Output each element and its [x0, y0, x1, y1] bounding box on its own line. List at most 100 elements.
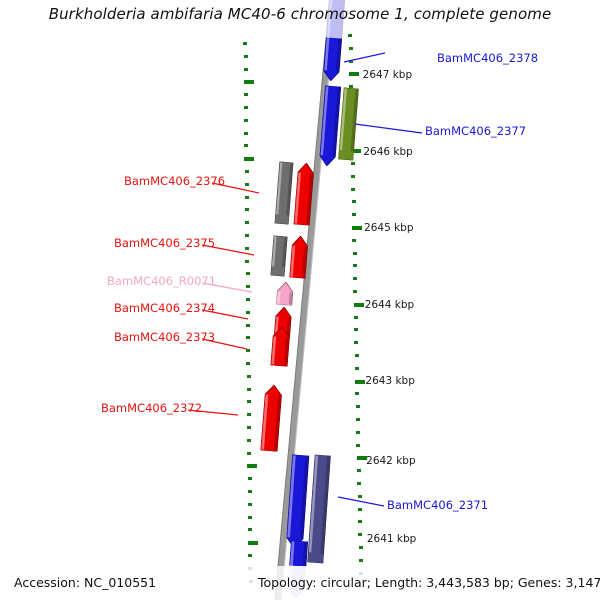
scale-label: 2642 kbp	[366, 455, 416, 467]
scale-tick-minor	[245, 260, 249, 263]
gene-shape	[319, 85, 342, 167]
gene-glyph[interactable]	[289, 235, 309, 279]
feature-label-bammc406_2376[interactable]: BamMC406_2376	[124, 174, 226, 188]
gene-shape	[274, 161, 294, 225]
scale-tick-minor	[245, 183, 249, 186]
scale-tick-major	[244, 157, 254, 161]
scale-label: 2641 kbp	[366, 533, 417, 545]
domain-bar[interactable]	[338, 87, 359, 161]
scale-tick-minor	[245, 247, 249, 250]
gene-glyph[interactable]	[270, 326, 291, 367]
leader-line	[354, 123, 423, 134]
feature-label-bammc406_2374[interactable]: BamMC406_2374	[114, 301, 216, 315]
gene-shape	[289, 235, 309, 279]
scale-tick-minor	[351, 175, 355, 178]
accession-text: Accession: NC_010551	[14, 575, 157, 590]
scale-tick-minor	[243, 42, 247, 45]
scale-tick-minor	[244, 93, 248, 96]
gene-shape	[276, 281, 294, 306]
scale-label: 2645 kbp	[364, 222, 414, 234]
scale-tick-minor	[244, 119, 248, 122]
scale-tick-minor	[355, 354, 359, 357]
scale-tick-minor	[358, 520, 362, 523]
scale-tick-minor	[247, 400, 251, 403]
gene-shape	[338, 87, 359, 161]
feature-label-bammc406_2378[interactable]: BamMC406_2378	[437, 51, 539, 65]
scale-tick-minor	[353, 252, 357, 255]
scale-tick-minor	[245, 196, 249, 199]
scale-tick-minor	[246, 362, 250, 365]
domain-bar[interactable]	[307, 454, 331, 564]
scale-tick-minor	[244, 132, 248, 135]
scale-tick-minor	[354, 328, 358, 331]
gene-glyph[interactable]	[319, 85, 342, 167]
scale-tick-minor	[244, 144, 248, 147]
scale-label: 2647 kbp	[362, 69, 413, 81]
gene-shape	[260, 384, 283, 452]
scale-tick-major	[247, 464, 257, 468]
scale-tick-minor	[352, 213, 356, 216]
scale-tick-minor	[355, 392, 359, 395]
scale-tick-major	[248, 541, 258, 545]
scale-tick-minor	[245, 170, 249, 173]
scale-tick-minor	[356, 405, 360, 408]
scale-tick-minor	[351, 188, 355, 191]
gene-shape	[286, 454, 310, 549]
scale-tick-minor	[356, 444, 360, 447]
leader-line	[337, 496, 385, 507]
scale-tick-minor	[357, 469, 361, 472]
scale-tick-minor	[353, 290, 357, 293]
scale-tick-minor	[245, 234, 249, 237]
scale-tick-minor	[358, 508, 362, 511]
scale-tick-minor	[247, 439, 251, 442]
scale-tick-minor	[245, 221, 249, 224]
scale-tick-minor	[351, 162, 355, 165]
page-title: Burkholderia ambifaria MC40-6 chromosome…	[48, 5, 552, 23]
scale-tick-minor	[356, 418, 360, 421]
gene-glyph[interactable]	[293, 162, 315, 226]
scale-tick-minor	[244, 55, 248, 58]
feature-label-bammc406_2371[interactable]: BamMC406_2371	[387, 498, 489, 512]
scale-tick-minor	[246, 311, 250, 314]
scale-tick-minor	[358, 495, 362, 498]
gene-shape	[270, 326, 291, 367]
feature-label-bammc406_2377[interactable]: BamMC406_2377	[425, 124, 527, 138]
scale-tick-minor	[247, 452, 251, 455]
gene-shape	[270, 235, 288, 277]
scale-tick-minor	[246, 298, 250, 301]
genome-summary-text: Topology: circular; Length: 3,443,583 bp…	[258, 575, 600, 590]
feature-label-bammc406_2372[interactable]: BamMC406_2372	[101, 401, 203, 415]
gene-glyph[interactable]	[286, 454, 310, 549]
scale-tick-minor	[248, 503, 252, 506]
scale-tick-minor	[354, 316, 358, 319]
scale-tick-major	[354, 303, 364, 307]
scale-tick-minor	[247, 388, 251, 391]
scale-tick-minor	[248, 528, 252, 531]
scale-tick-minor	[353, 277, 357, 280]
scale-tick-major	[349, 72, 359, 76]
domain-bar[interactable]	[274, 161, 294, 225]
scale-tick-minor	[245, 208, 249, 211]
scale-tick-minor	[246, 285, 250, 288]
scale-label: 2646 kbp	[363, 146, 413, 158]
scale-tick-minor	[244, 106, 248, 109]
scale-tick-major	[244, 80, 254, 84]
scale-tick-minor	[246, 336, 250, 339]
gene-shape	[307, 454, 331, 564]
feature-label-bammc406_2373[interactable]: BamMC406_2373	[114, 330, 216, 344]
scale-tick-minor	[247, 413, 251, 416]
feature-label-bammc406_r0071[interactable]: BamMC406_R0071	[107, 274, 217, 288]
scale-tick-minor	[247, 375, 251, 378]
scale-tick-minor	[248, 490, 252, 493]
domain-bar[interactable]	[270, 235, 288, 277]
gene-glyph[interactable]	[276, 281, 294, 306]
scale-tick-minor	[355, 367, 359, 370]
gene-glyph[interactable]	[260, 384, 283, 452]
scale-tick-minor	[348, 34, 352, 37]
scale-tick-major	[355, 380, 365, 384]
scale-tick-minor	[359, 546, 363, 549]
gene-glyph[interactable]	[323, 0, 348, 82]
feature-label-bammc406_2375[interactable]: BamMC406_2375	[114, 236, 216, 250]
scale-label: 2643 kbp	[365, 375, 415, 387]
